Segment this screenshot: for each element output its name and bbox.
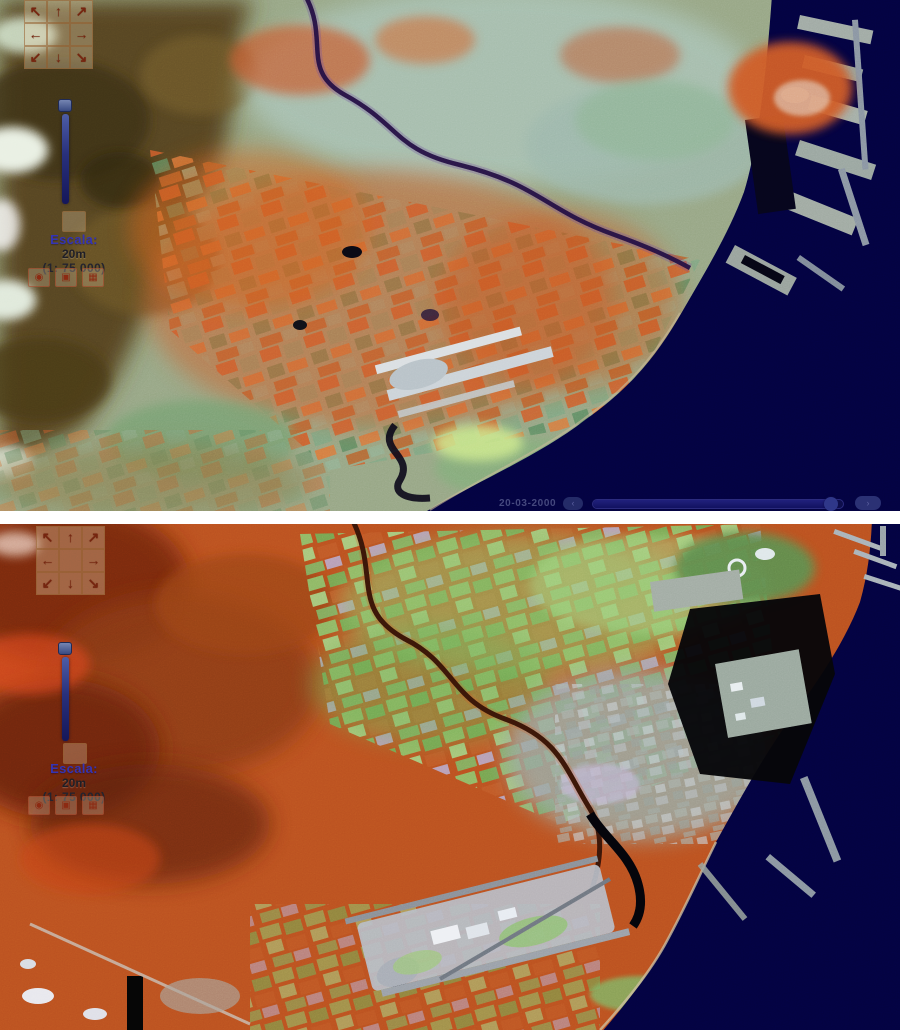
map-panel-top[interactable]: ↖ ↑ ↗ ← → ↙ ↓ ↘ Escala: 20m (1: 75 000) … <box>0 0 900 511</box>
zoom-slider[interactable] <box>57 642 73 741</box>
tool-button-1[interactable]: ◉ <box>28 268 50 287</box>
timeline-next-button[interactable]: › <box>855 496 881 510</box>
zoom-out-button[interactable] <box>62 211 86 232</box>
map-tool-buttons: ◉ ▣ ▦ <box>28 268 104 287</box>
panel-divider <box>0 511 900 524</box>
pan-down-left-button[interactable]: ↙ <box>36 572 59 595</box>
pan-down-right-button[interactable]: ↘ <box>70 46 93 69</box>
map-panel-bottom[interactable]: ↖ ↑ ↗ ← → ↙ ↓ ↘ Escala: 20m (1: 75 000) … <box>0 524 900 1030</box>
pan-down-button[interactable]: ↓ <box>59 572 82 595</box>
pan-up-right-button[interactable]: ↗ <box>82 526 105 549</box>
zoom-slider-knob[interactable] <box>58 99 72 112</box>
tool-button-3[interactable]: ▦ <box>82 796 104 815</box>
timeline-date: 20-03-2000 <box>499 498 557 509</box>
timeline-slider-knob[interactable] <box>824 497 838 511</box>
pan-up-left-button[interactable]: ↖ <box>24 0 47 23</box>
pan-down-right-button[interactable]: ↘ <box>82 572 105 595</box>
pan-up-button[interactable]: ↑ <box>47 0 70 23</box>
pan-right-button[interactable]: → <box>82 549 105 572</box>
pan-control-pad[interactable]: ↖ ↑ ↗ ← → ↙ ↓ ↘ <box>36 526 105 595</box>
map-tool-buttons: ◉ ▣ ▦ <box>28 796 104 815</box>
zoom-slider-track[interactable] <box>61 114 69 204</box>
zoom-slider-knob[interactable] <box>58 642 72 655</box>
pan-control-pad[interactable]: ↖ ↑ ↗ ← → ↙ ↓ ↘ <box>24 0 93 69</box>
zoom-slider[interactable] <box>57 99 73 204</box>
tool-button-2[interactable]: ▣ <box>55 268 77 287</box>
pan-center-button[interactable] <box>59 549 82 572</box>
satellite-image-top <box>0 0 900 511</box>
timeline-prev-button[interactable]: ‹ <box>563 497 583 510</box>
tool-button-2[interactable]: ▣ <box>55 796 77 815</box>
pan-left-button[interactable]: ← <box>36 549 59 572</box>
pan-left-button[interactable]: ← <box>24 23 47 46</box>
pan-right-button[interactable]: → <box>70 23 93 46</box>
pan-up-button[interactable]: ↑ <box>59 526 82 549</box>
pan-up-right-button[interactable]: ↗ <box>70 0 93 23</box>
satellite-image-bottom <box>0 524 900 1030</box>
timeline-slider-track[interactable] <box>592 497 844 511</box>
timeline-slider-fill <box>593 500 831 508</box>
pan-down-left-button[interactable]: ↙ <box>24 46 47 69</box>
pan-up-left-button[interactable]: ↖ <box>36 526 59 549</box>
tool-button-3[interactable]: ▦ <box>82 268 104 287</box>
tool-button-1[interactable]: ◉ <box>28 796 50 815</box>
zoom-out-button[interactable] <box>63 743 87 764</box>
pan-center-button[interactable] <box>47 23 70 46</box>
pan-down-button[interactable]: ↓ <box>47 46 70 69</box>
zoom-slider-track[interactable] <box>61 657 69 741</box>
